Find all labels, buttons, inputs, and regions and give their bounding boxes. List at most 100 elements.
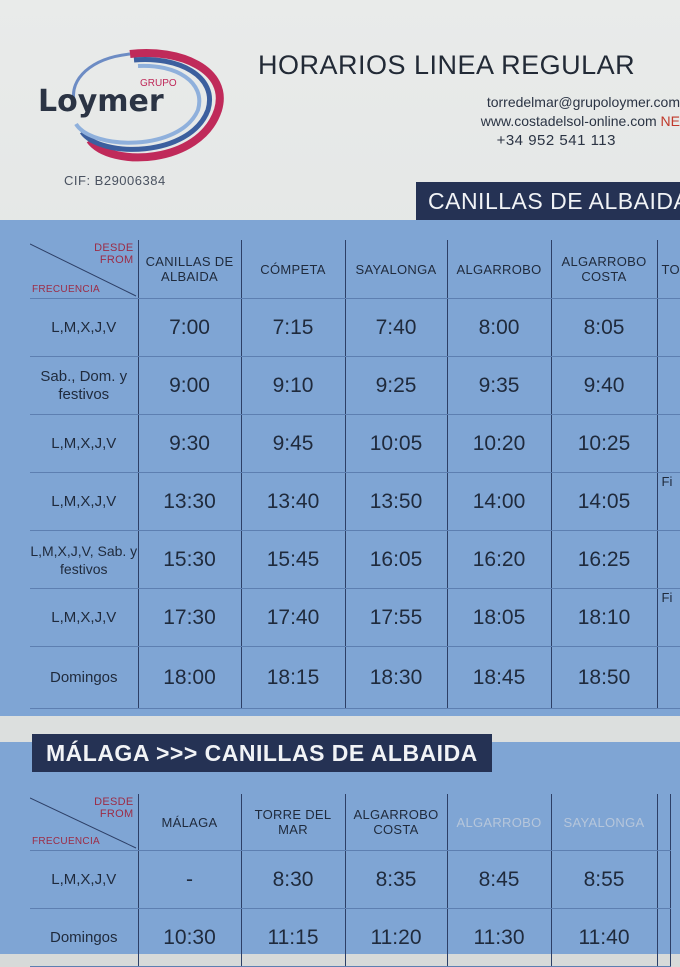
time-cell: 13:40 — [241, 472, 346, 531]
time-cell: 18:15 — [241, 646, 346, 709]
time-cell: 16:05 — [345, 530, 448, 589]
time-cell: 16:25 — [551, 530, 658, 589]
time-cell — [657, 530, 680, 589]
header-corner: DESDE FROM FRECUENCIA — [30, 794, 139, 851]
column-header: MÁLAGA — [138, 794, 242, 851]
column-header: CANILLAS DE ALBAIDA — [138, 240, 242, 299]
row-frequency: Domingos — [30, 646, 139, 709]
edge-note: Fi — [657, 588, 680, 647]
time-cell: 7:40 — [345, 298, 448, 357]
time-cell: 10:30 — [138, 908, 242, 967]
time-cell — [657, 356, 680, 415]
schedule-table-malaga: DESDE FROM FRECUENCIA MÁLAGA TORRE DEL MA… — [30, 794, 671, 967]
row-frequency: Sab., Dom. y festivos — [30, 356, 139, 415]
row-frequency: L,M,X,J,V — [30, 472, 139, 531]
corner-from: FROM — [99, 808, 134, 820]
time-cell: 8:00 — [447, 298, 552, 357]
column-header: ALGARROBO — [447, 794, 552, 851]
table-row: L,M,X,J,V 13:30 13:40 13:50 14:00 14:05 … — [30, 472, 680, 531]
table-header-row: DESDE FROM FRECUENCIA CANILLAS DE ALBAIDA… — [30, 240, 680, 299]
time-cell: 9:35 — [447, 356, 552, 415]
time-cell-empty — [657, 908, 671, 967]
corner-frecuencia: FRECUENCIA — [32, 284, 101, 295]
time-cell: - — [138, 850, 242, 909]
time-cell: 11:40 — [551, 908, 658, 967]
time-cell: 17:40 — [241, 588, 346, 647]
time-cell: 9:25 — [345, 356, 448, 415]
time-cell: 9:45 — [241, 414, 346, 473]
schedule-table-canillas: DESDE FROM FRECUENCIA CANILLAS DE ALBAIDA… — [30, 240, 680, 709]
company-cif: CIF: B29006384 — [64, 173, 166, 188]
column-header: ALGARROBO COSTA — [345, 794, 448, 851]
time-cell: 7:00 — [138, 298, 242, 357]
table-row: L,M,X,J,V - 8:30 8:35 8:45 8:55 — [30, 850, 671, 909]
corner-desde: DESDE — [94, 796, 134, 808]
time-cell: 9:40 — [551, 356, 658, 415]
time-cell: 18:05 — [447, 588, 552, 647]
time-cell: 9:30 — [138, 414, 242, 473]
time-cell: 13:50 — [345, 472, 448, 531]
contact-web: www.costadelsol-online.com — [480, 113, 657, 129]
column-header: ALGARROBO COSTA — [551, 240, 658, 299]
row-frequency: L,M,X,J,V — [30, 850, 139, 909]
time-cell: 8:55 — [551, 850, 658, 909]
contact-email: torredelmar@grupoloymer.com — [486, 94, 680, 110]
time-cell: 8:45 — [447, 850, 552, 909]
table-row: L,M,X,J,V 17:30 17:40 17:55 18:05 18:10 … — [30, 588, 680, 647]
row-frequency: L,M,X,J,V — [30, 588, 139, 647]
time-cell: 15:30 — [138, 530, 242, 589]
time-cell: 18:00 — [138, 646, 242, 709]
column-header: SAYALONGA — [551, 794, 658, 851]
corner-diagonal-icon — [30, 243, 137, 297]
time-cell: 11:30 — [447, 908, 552, 967]
corner-desde-from: DESDE FROM — [94, 242, 133, 266]
column-header-empty — [657, 794, 671, 851]
time-cell — [657, 414, 680, 473]
time-cell: 18:45 — [447, 646, 552, 709]
row-frequency: L,M,X,J,V — [30, 414, 139, 473]
loymer-logo: GRUPO Loymer — [30, 40, 230, 170]
row-frequency: L,M,X,J,V, Sab. y festivos — [30, 530, 139, 589]
time-cell: 10:05 — [345, 414, 448, 473]
time-cell: 15:45 — [241, 530, 346, 589]
time-cell: 8:30 — [241, 850, 346, 909]
time-cell: 18:10 — [551, 588, 658, 647]
route-banner-canillas: CANILLAS DE ALBAIDA — [416, 182, 680, 220]
time-cell: 10:25 — [551, 414, 658, 473]
time-cell: 18:50 — [551, 646, 658, 709]
time-cell: 17:30 — [138, 588, 242, 647]
corner-diagonal-icon — [30, 797, 137, 849]
edge-note: Fi — [657, 472, 680, 531]
table-row: L,M,X,J,V 7:00 7:15 7:40 8:00 8:05 — [30, 298, 680, 357]
time-cell: 11:15 — [241, 908, 346, 967]
table-row: Sab., Dom. y festivos 9:00 9:10 9:25 9:3… — [30, 356, 680, 415]
route-banner-malaga: MÁLAGA >>> CANILLAS DE ALBAIDA — [32, 734, 492, 772]
time-cell: 11:20 — [345, 908, 448, 967]
time-cell: 14:00 — [447, 472, 552, 531]
row-frequency: L,M,X,J,V — [30, 298, 139, 357]
contact-phone: +34 952 541 113 — [496, 132, 616, 149]
brand-grupo: GRUPO — [140, 78, 177, 89]
corner-desde-from: DESDE FROM — [94, 796, 133, 820]
contact-block: torredelmar@grupoloymer.com www.costadel… — [380, 93, 680, 150]
time-cell: 9:00 — [138, 356, 242, 415]
contact-web-line: www.costadelsol-online.com NE — [380, 112, 680, 131]
corner-desde: DESDE — [94, 242, 134, 254]
time-cell: 17:55 — [345, 588, 448, 647]
time-cell — [657, 298, 680, 357]
time-cell — [657, 646, 680, 709]
table-row: Domingos 18:00 18:15 18:30 18:45 18:50 — [30, 646, 680, 709]
brand-name: Loymer — [38, 84, 164, 119]
time-cell: 16:20 — [447, 530, 552, 589]
table-header-row: DESDE FROM FRECUENCIA MÁLAGA TORRE DEL MA… — [30, 794, 671, 851]
time-cell: 8:05 — [551, 298, 658, 357]
column-header: TO — [657, 240, 680, 299]
corner-frecuencia: FRECUENCIA — [32, 836, 101, 847]
header-corner: DESDE FROM FRECUENCIA — [30, 240, 139, 299]
time-cell: 7:15 — [241, 298, 346, 357]
time-cell: 13:30 — [138, 472, 242, 531]
column-header: TORRE DEL MAR — [241, 794, 346, 851]
column-header: SAYALONGA — [345, 240, 448, 299]
table-row: Domingos 10:30 11:15 11:20 11:30 11:40 — [30, 908, 671, 967]
contact-web-suffix: NE — [660, 113, 680, 129]
